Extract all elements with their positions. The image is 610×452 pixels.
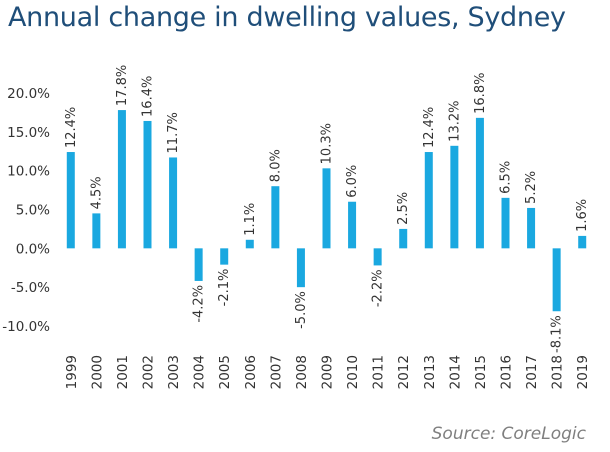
x-tick-label: 1999 xyxy=(64,355,80,389)
bar xyxy=(117,110,126,249)
bar xyxy=(66,152,75,249)
x-tick-label: 2002 xyxy=(141,355,157,389)
data-label: 16.8% xyxy=(473,73,488,114)
data-label: 1.6% xyxy=(575,199,590,232)
x-tick-label: 2014 xyxy=(447,355,463,389)
y-tick-label: 5.0% xyxy=(16,203,50,219)
chart-title: Annual change in dwelling values, Sydney xyxy=(8,2,566,33)
x-tick-label: 2013 xyxy=(422,355,438,389)
data-label: 13.2% xyxy=(447,101,462,142)
x-tick-label: 2017 xyxy=(524,355,540,389)
x-tick-label: 2018 xyxy=(550,355,566,389)
x-tick-label: 2015 xyxy=(473,355,489,389)
bar xyxy=(399,228,408,249)
data-label: 4.5% xyxy=(89,176,104,209)
x-tick-label: 2001 xyxy=(115,355,131,389)
data-label: -4.2% xyxy=(192,285,207,323)
data-label: 16.4% xyxy=(141,76,156,117)
x-tick-label: 2011 xyxy=(371,355,387,389)
bar xyxy=(296,248,305,288)
x-tick-label: 2000 xyxy=(89,355,105,389)
data-label: -5.0% xyxy=(294,291,309,329)
source-note: Source: CoreLogic xyxy=(431,424,586,444)
bar xyxy=(194,248,203,281)
data-label: 1.1% xyxy=(243,203,258,236)
x-tick-label: 2006 xyxy=(243,355,259,389)
bar xyxy=(169,157,178,249)
data-label: 5.2% xyxy=(524,171,539,204)
x-tick-label: 2007 xyxy=(268,355,284,389)
y-tick-label: 15.0% xyxy=(7,125,50,141)
x-tick-label: 2016 xyxy=(499,355,515,389)
y-tick-label: 20.0% xyxy=(7,86,50,102)
x-tick-label: 2012 xyxy=(396,355,412,389)
bar xyxy=(373,248,382,266)
bar xyxy=(424,152,433,249)
data-label: -2.1% xyxy=(217,269,232,307)
y-tick-label: -10.0% xyxy=(2,319,50,335)
bar xyxy=(450,145,459,249)
x-tick-label: 2005 xyxy=(217,355,233,389)
data-label: 12.4% xyxy=(422,107,437,148)
data-label: 11.7% xyxy=(166,112,181,153)
x-tick-label: 2019 xyxy=(575,355,591,389)
x-tick-label: 2004 xyxy=(192,355,208,389)
x-tick-label: 2008 xyxy=(294,355,310,389)
data-label: -8.1% xyxy=(550,315,565,353)
data-label: 17.8% xyxy=(115,65,130,106)
data-label: 8.0% xyxy=(268,149,283,182)
bar xyxy=(322,168,331,249)
x-tick-label: 2010 xyxy=(345,355,361,389)
bar xyxy=(501,197,510,249)
data-label: 10.3% xyxy=(320,123,335,164)
data-label: 6.5% xyxy=(499,161,514,194)
data-label: 12.4% xyxy=(64,107,79,148)
x-tick-label: 2009 xyxy=(320,355,336,389)
x-axis: 1999 2000 2001 2002 2003 2004 2005 2006 2007 2008… xyxy=(64,355,591,389)
y-tick-label: -5.0% xyxy=(11,280,50,296)
y-axis: 20.0% 15.0% 10.0% 5.0% 0.0% -5.0% -10.0% xyxy=(2,86,50,335)
bars xyxy=(66,110,587,312)
x-tick-label: 2003 xyxy=(166,355,182,389)
y-tick-label: 0.0% xyxy=(16,241,50,257)
bar xyxy=(143,120,152,249)
data-label: 2.5% xyxy=(396,192,411,225)
data-label: 6.0% xyxy=(345,165,360,198)
bar xyxy=(552,248,561,312)
bar xyxy=(245,239,254,249)
bar xyxy=(527,207,536,249)
y-tick-label: 10.0% xyxy=(7,164,50,180)
bar xyxy=(348,201,357,249)
bar xyxy=(271,186,280,249)
data-label: -2.2% xyxy=(371,269,386,307)
data-labels: 12.4% 4.5% 17.8% 16.4% 11.7% -4.2% -2.1% 1.1% 8.… xyxy=(64,65,590,353)
bar xyxy=(475,117,484,249)
bar xyxy=(220,248,229,265)
bar xyxy=(578,235,587,249)
bar xyxy=(92,213,101,249)
